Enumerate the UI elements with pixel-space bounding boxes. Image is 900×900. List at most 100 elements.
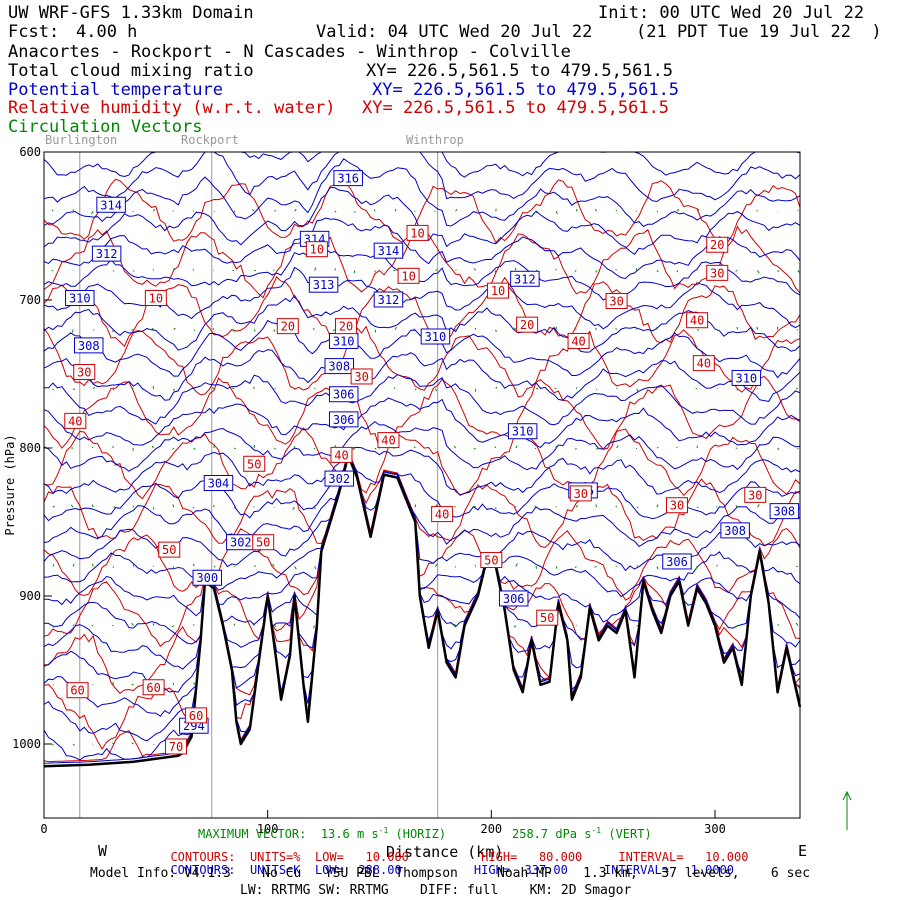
rh-contour — [43, 375, 801, 450]
theta-contour-label: 314 — [378, 244, 400, 258]
circulation-vector — [535, 211, 538, 214]
circulation-vector — [133, 270, 135, 272]
rh-contour-label-box — [397, 267, 420, 284]
forecast-hour: 4.00 h — [76, 22, 138, 42]
rh-contour-label-box — [567, 332, 590, 349]
circulation-vector — [72, 563, 75, 567]
rh-contour-label: 30 — [609, 294, 623, 308]
theta-contour-label-box — [328, 386, 359, 403]
circulation-vector — [777, 623, 780, 626]
theta-contour — [44, 374, 801, 426]
circulation-vector — [91, 210, 94, 215]
theta-contour — [43, 151, 801, 178]
rh-contour-label: 20 — [520, 318, 534, 332]
x-axis-label: Distance (km) — [386, 843, 504, 861]
circulation-vector — [112, 329, 114, 333]
rh-contour-label-box — [377, 432, 400, 449]
rh-contour-label-box — [406, 224, 429, 241]
field-theta-name: Potential temperature — [8, 80, 223, 100]
theta-contour-label: 306 — [333, 388, 355, 402]
circulation-vector — [636, 388, 639, 392]
rh-contour-label: 70 — [169, 740, 183, 754]
circulation-vector — [797, 210, 799, 212]
circulation-vector — [513, 327, 517, 330]
theta-contour-label: 308 — [724, 524, 746, 538]
circulation-vector — [736, 210, 738, 213]
rh-contour-label-box — [487, 282, 510, 299]
theta-contour — [43, 294, 801, 353]
rh-contour-label: 10 — [149, 292, 163, 306]
circulation-vector — [211, 387, 215, 390]
theta-contour — [43, 446, 801, 496]
circulation-vector — [131, 387, 134, 390]
rh-contour-label: 50 — [540, 611, 554, 625]
circulation-vector — [534, 447, 537, 450]
circulation-vector — [274, 447, 276, 450]
rh-contour-label: 60 — [146, 681, 160, 695]
circulation-vector — [554, 387, 557, 390]
circulation-vector — [755, 447, 758, 450]
theta-contour-label: 310 — [69, 292, 91, 306]
circulation-vector — [332, 329, 336, 332]
rh-contour-label-box — [276, 318, 299, 335]
circulation-vector — [494, 446, 497, 449]
theta-contour-label-box — [662, 553, 692, 570]
circulation-vector — [473, 447, 476, 450]
y-tick-label: 700 — [19, 293, 41, 307]
rh-contour-label: 10 — [410, 226, 424, 240]
theta-contour-label-box — [373, 291, 404, 308]
rh-contour-label-box — [305, 241, 328, 258]
circulation-vector — [253, 329, 256, 332]
theta-contour-label: 310 — [425, 330, 447, 344]
circulation-vector — [777, 269, 780, 272]
circulation-vector — [494, 270, 497, 273]
rh-contour-label: 50 — [484, 553, 498, 567]
circulation-vector — [151, 327, 154, 330]
rh-contour-label: 10 — [401, 269, 415, 283]
theta-contour-label-box — [507, 423, 538, 440]
circulation-vector — [453, 623, 456, 626]
circulation-vector — [173, 388, 175, 392]
rh-contour-label-box — [73, 364, 96, 381]
rh-contour-label: 50 — [256, 536, 270, 550]
circulation-vector — [594, 327, 597, 330]
circulation-vector — [294, 388, 296, 390]
init-time: Init: 00 UTC Wed 20 Jul 22 — [598, 3, 865, 23]
circulation-vector — [676, 270, 679, 273]
circulation-vector — [152, 565, 154, 567]
circulation-vector — [334, 268, 337, 271]
circulation-vector — [797, 270, 800, 273]
rh-contour-label: 20 — [339, 320, 353, 334]
circulation-vector — [52, 564, 55, 567]
place-winthrop: Winthrop — [406, 133, 464, 147]
field-cloud-name: Total cloud mixing ratio — [8, 61, 254, 81]
circulation-vector — [70, 504, 74, 508]
circulation-vector — [172, 566, 175, 570]
circulation-vector — [292, 506, 295, 511]
circulation-vector — [172, 447, 175, 450]
circulation-vector — [574, 566, 577, 569]
circulation-vector — [696, 329, 700, 331]
circulation-vector — [515, 563, 518, 567]
rh-contour-label-box — [665, 497, 688, 514]
rh-contour-label: 40 — [435, 508, 449, 522]
rh-contour — [43, 449, 801, 549]
theta-contour-label: 302 — [230, 536, 252, 550]
theta-contour-label-box — [308, 276, 339, 293]
theta-contour — [43, 266, 801, 330]
circulation-vector — [513, 625, 517, 628]
field-rh-name: Relative humidity (w.r.t. water) — [8, 98, 336, 118]
circulation-vector — [656, 210, 659, 213]
rh-contour-label: 30 — [748, 488, 762, 502]
circulation-vector — [192, 506, 195, 509]
circulation-vector — [152, 269, 155, 271]
circulation-vector — [716, 387, 719, 390]
max-vector-label: MAXIMUM VECTOR: 13.6 m s-1 (HORIZ) — [198, 826, 447, 841]
circulation-vector — [795, 622, 799, 626]
rh-contour-label: 30 — [77, 366, 91, 380]
circulation-vector — [696, 208, 700, 212]
theta-contour-label: 310 — [735, 371, 757, 385]
theta-contour-label-box — [73, 337, 104, 354]
theta-contour-label: 306 — [666, 555, 688, 569]
circulation-vector — [615, 269, 617, 271]
